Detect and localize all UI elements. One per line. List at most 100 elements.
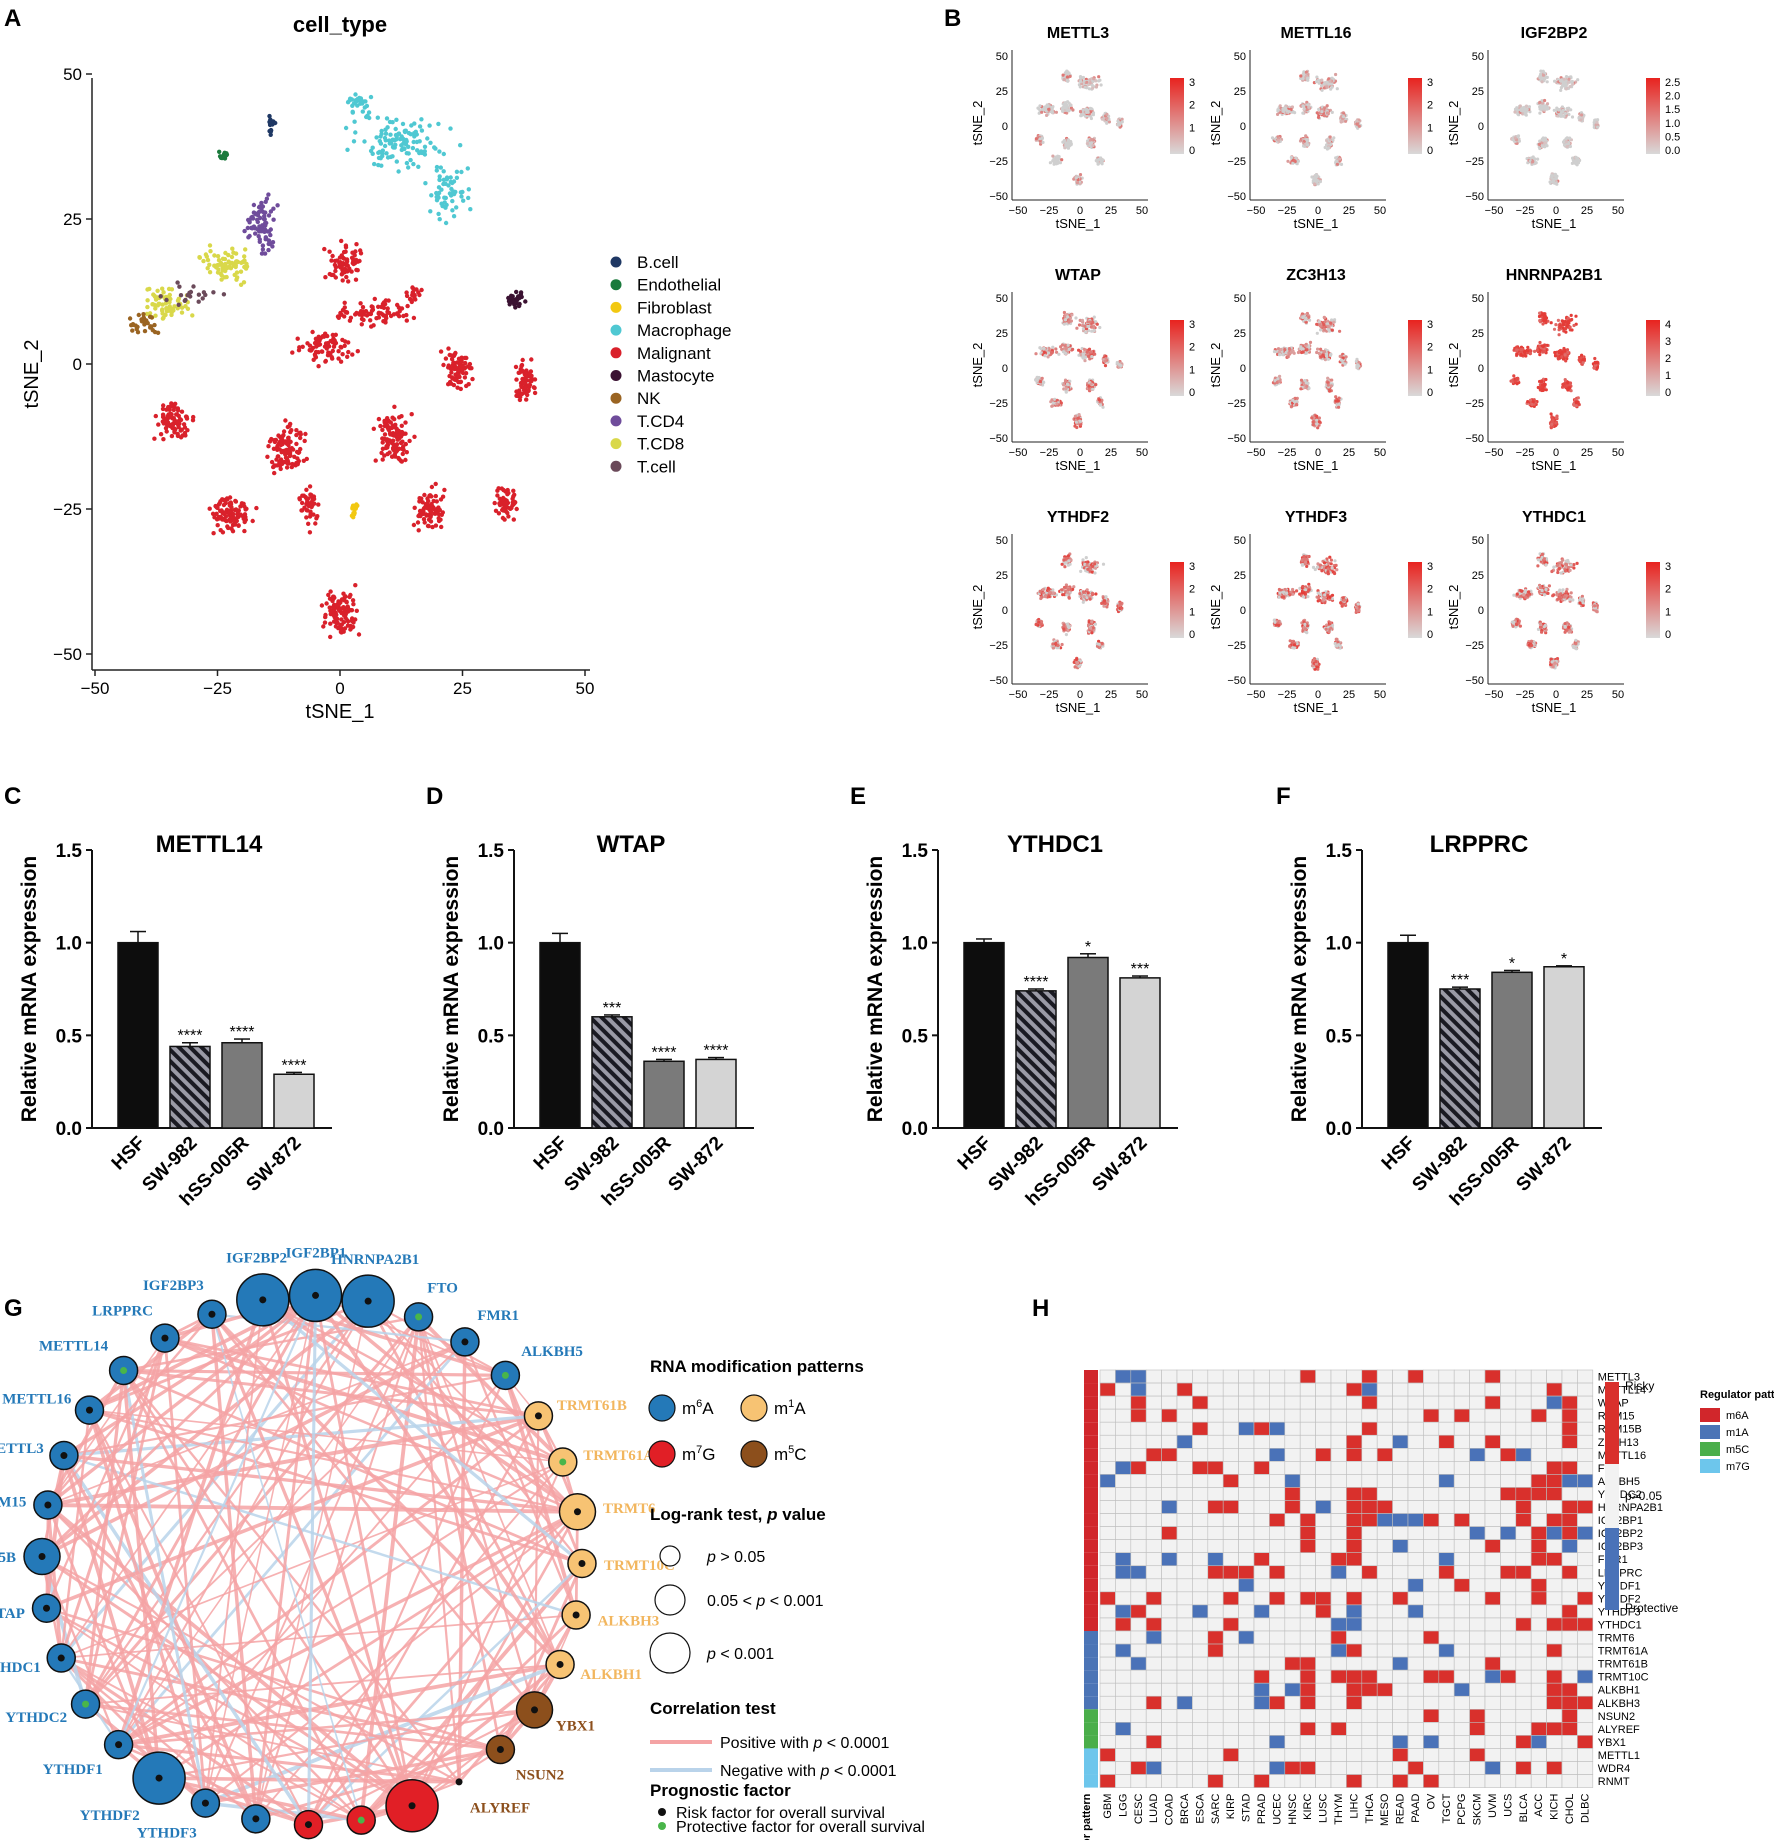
- cell-point: [304, 515, 309, 520]
- cell-point: [338, 359, 344, 364]
- expression-point: [1290, 110, 1294, 114]
- cell-point: [271, 446, 277, 451]
- cell-point: [383, 138, 388, 143]
- cell-point: [376, 315, 382, 320]
- cell-point: [513, 301, 518, 306]
- cell-point: [416, 528, 421, 533]
- expression-point: [1549, 321, 1553, 325]
- cell-point: [203, 252, 209, 257]
- expression-point: [1046, 355, 1050, 359]
- cell-point: [191, 284, 196, 289]
- cell-point: [351, 101, 357, 106]
- expression-point: [1039, 347, 1043, 351]
- expression-point: [1537, 142, 1541, 146]
- scale-label: 2: [1189, 342, 1195, 354]
- cell-point: [286, 437, 291, 443]
- y-tick-label: −25: [1227, 398, 1246, 410]
- cell-point: [379, 128, 384, 134]
- cell-point: [164, 306, 169, 311]
- expression-point: [1330, 110, 1334, 114]
- cell-point: [354, 502, 359, 507]
- expression-point: [1554, 323, 1558, 327]
- cell-point: [160, 286, 165, 291]
- cell-point: [229, 254, 235, 260]
- expression-points: [1271, 311, 1363, 430]
- x-axis-label: tSNE_1: [1056, 216, 1101, 231]
- expression-point: [1074, 176, 1078, 180]
- cell-point: [401, 447, 406, 452]
- x-axis-label: tSNE_1: [1532, 216, 1577, 231]
- cell-point: [429, 484, 435, 490]
- expression-point: [1569, 313, 1573, 317]
- expression-point: [1098, 325, 1102, 330]
- cell-point: [459, 194, 464, 199]
- expression-point: [1058, 161, 1062, 165]
- cell-point: [377, 149, 382, 155]
- cell-point: [230, 529, 236, 534]
- cell-point: [436, 121, 441, 127]
- cell-point: [250, 518, 255, 524]
- x-tick-label: 25: [1581, 205, 1593, 217]
- cell-point: [386, 310, 392, 315]
- cell-point: [161, 290, 166, 295]
- cell-point: [451, 360, 456, 365]
- expression-point: [1550, 176, 1554, 180]
- expression-point: [1325, 111, 1329, 115]
- expression-point: [1097, 398, 1101, 402]
- cell-point: [153, 306, 158, 311]
- cell-point: [415, 148, 420, 153]
- cell-point: [351, 139, 357, 144]
- cell-point: [328, 621, 333, 626]
- cell-point: [358, 96, 364, 101]
- y-tick-label: 50: [1234, 293, 1246, 305]
- expression-point: [1315, 414, 1319, 418]
- cell-point: [465, 166, 470, 171]
- cell-point: [263, 199, 268, 204]
- cell-point: [340, 352, 345, 357]
- cell-point: [341, 620, 347, 625]
- expression-point: [1322, 315, 1326, 319]
- panel-label-f: F: [1276, 783, 1291, 810]
- expression-point: [1568, 85, 1572, 89]
- expression-point: [1542, 350, 1546, 354]
- cell-point: [425, 136, 430, 141]
- cell-point: [368, 318, 373, 323]
- cell-point: [368, 94, 374, 100]
- cell-point: [406, 165, 411, 170]
- cell-point: [470, 376, 475, 382]
- expression-point: [1306, 143, 1310, 147]
- tsne-cell-points: [127, 92, 538, 640]
- expression-point: [1054, 347, 1058, 351]
- cell-point: [466, 195, 471, 201]
- cell-point: [185, 293, 190, 298]
- cell-point: [458, 358, 463, 364]
- scale-label: 0.5: [1665, 131, 1680, 143]
- cell-point: [437, 177, 442, 182]
- expression-point: [1105, 116, 1109, 120]
- cell-point: [336, 356, 341, 361]
- scale-label: 0: [1427, 387, 1433, 399]
- legend-swatch: [610, 256, 622, 268]
- cell-point: [308, 512, 313, 517]
- cell-point: [127, 316, 133, 321]
- expression-point: [1305, 138, 1309, 142]
- expression-point: [1091, 113, 1095, 117]
- cell-point: [160, 302, 165, 307]
- cell-point: [242, 228, 247, 234]
- x-tick-label: −50: [1009, 205, 1028, 217]
- expression-point: [1051, 345, 1055, 349]
- cell-point: [147, 286, 152, 292]
- cell-point: [443, 356, 449, 361]
- cell-point: [268, 128, 274, 133]
- expression-point: [1304, 351, 1308, 355]
- cell-point: [342, 300, 347, 305]
- x-tick-label: −25: [1040, 205, 1059, 217]
- cell-point: [219, 273, 224, 278]
- cell-point: [469, 366, 474, 371]
- expression-point: [1088, 81, 1092, 85]
- expression-point: [1569, 108, 1573, 112]
- cell-point: [359, 322, 364, 327]
- x-axis-label: tSNE_1: [1056, 458, 1101, 473]
- cell-point: [368, 148, 374, 154]
